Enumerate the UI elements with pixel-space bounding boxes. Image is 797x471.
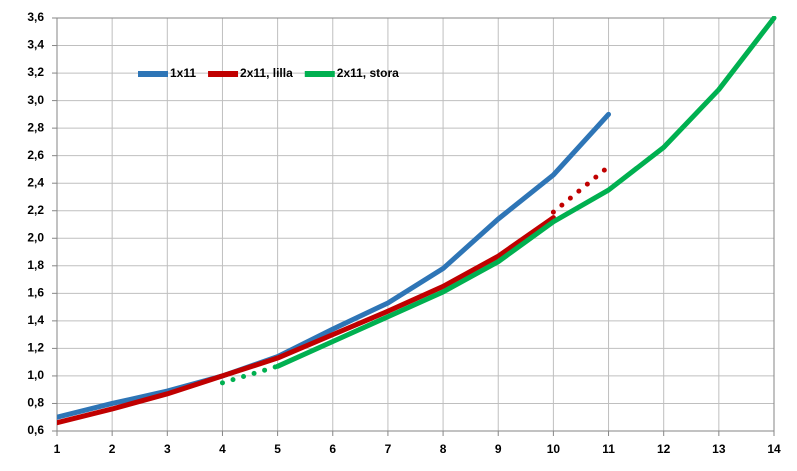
y-tick-label: 2,8 <box>27 120 44 134</box>
y-tick-label: 0,8 <box>27 396 44 410</box>
x-tick-label: 1 <box>54 442 61 456</box>
y-tick-label: 1,8 <box>27 258 44 272</box>
y-tick-label: 1,6 <box>27 286 44 300</box>
legend-label: 2x11, stora <box>337 66 399 80</box>
legend-label: 2x11, lilla <box>240 66 293 80</box>
x-tick-label: 8 <box>440 442 447 456</box>
y-tick-label: 1,0 <box>27 368 44 382</box>
x-tick-label: 14 <box>767 442 781 456</box>
x-tick-label: 9 <box>495 442 502 456</box>
y-tick-label: 3,4 <box>27 38 44 52</box>
y-tick-label: 3,0 <box>27 93 44 107</box>
x-tick-label: 10 <box>547 442 561 456</box>
y-tick-label: 1,4 <box>27 313 44 327</box>
x-tick-label: 3 <box>164 442 171 456</box>
plot-frame <box>56 17 775 432</box>
dotted-line <box>219 363 281 386</box>
y-tick-label: 2,6 <box>27 148 44 162</box>
x-tick-label: 7 <box>385 442 392 456</box>
x-tick-label: 4 <box>219 442 226 456</box>
x-tick-label: 2 <box>109 442 116 456</box>
plot-lines <box>57 16 777 426</box>
y-tick-label: 0,6 <box>27 423 44 437</box>
x-tick-label: 11 <box>602 442 615 456</box>
y-tick-label: 2,2 <box>27 203 44 217</box>
x-tick-label: 6 <box>329 442 336 456</box>
y-tick-label: 3,2 <box>27 65 44 79</box>
x-tick-label: 12 <box>657 442 671 456</box>
y-tick-label: 2,0 <box>27 230 44 244</box>
line <box>57 111 612 420</box>
line <box>275 16 777 369</box>
dotted-line <box>550 164 612 215</box>
y-tick-label: 2,4 <box>27 175 44 189</box>
line <box>57 215 556 426</box>
y-tick-label: 3,6 <box>27 10 44 24</box>
legend: 1x11 2x11, lilla 2x11, stora <box>138 66 399 80</box>
legend-label: 1x11 <box>170 66 196 80</box>
y-tick-label: 1,2 <box>27 341 44 355</box>
x-tick-label: 5 <box>274 442 281 456</box>
x-tick-label: 13 <box>712 442 726 456</box>
